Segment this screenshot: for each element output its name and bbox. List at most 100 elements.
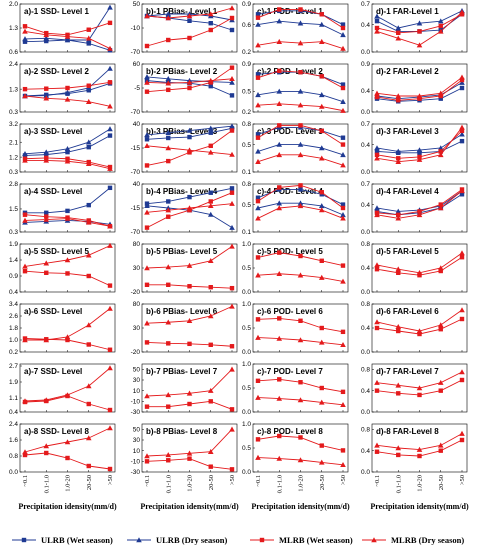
y-tick-label: 0.3	[9, 229, 18, 236]
data-point	[187, 134, 192, 140]
data-point	[318, 203, 325, 209]
y-tick-label: 0.4	[361, 142, 370, 149]
y-tick-label: -15	[131, 205, 141, 212]
data-point	[107, 185, 113, 191]
data-point	[165, 75, 172, 82]
data-point	[229, 344, 235, 349]
panel: a)-2 SSD- Level 2 0.3 1.3 2.4	[9, 61, 116, 116]
data-point	[65, 85, 70, 91]
data-point	[85, 98, 92, 104]
data-point	[438, 23, 443, 29]
data-point	[107, 65, 113, 71]
data-point	[416, 42, 423, 48]
data-point	[165, 80, 172, 86]
y-tick-label: 0.5	[242, 385, 251, 392]
data-point	[207, 313, 214, 319]
data-point	[107, 133, 113, 138]
data-point	[165, 15, 172, 21]
data-point	[255, 42, 261, 48]
data-point	[374, 319, 380, 325]
panel: b)-7 PBias- Level 7 -30 -10 10 30 50	[131, 363, 238, 416]
panel: c)-8 POD- Level 8 0.0 0.5 1.0 ~0.1 0.1-1.0 1.0…	[242, 421, 350, 511]
y-tick-label: -30	[131, 469, 141, 476]
data-point	[416, 328, 423, 334]
data-point	[22, 263, 28, 269]
data-point	[86, 83, 91, 88]
data-point	[229, 123, 235, 129]
y-tick-label: 0.5	[242, 89, 251, 96]
panel-title: d)-6 FAR-Level 6	[376, 307, 439, 316]
y-tick-label: 1.9	[9, 241, 18, 248]
data-point	[166, 158, 171, 164]
data-point	[318, 103, 325, 109]
panel-title: c)-7 POD- Level 7	[257, 367, 323, 376]
data-point	[22, 337, 28, 343]
data-point	[86, 463, 91, 469]
y-tick-label: 1.5	[9, 206, 18, 213]
data-point	[255, 334, 261, 340]
data-point	[374, 325, 380, 331]
data-point	[43, 157, 50, 163]
x-tick-label: ~0.1	[22, 475, 29, 487]
y-tick-label: 0.4	[361, 388, 370, 395]
data-point	[416, 156, 423, 162]
data-point	[437, 205, 444, 211]
data-point	[64, 215, 71, 221]
data-point	[297, 272, 304, 278]
data-point	[340, 205, 346, 211]
data-point	[64, 33, 71, 39]
data-point	[255, 272, 261, 278]
y-tick-label: 0.1	[242, 169, 251, 176]
data-point	[85, 219, 92, 225]
data-point	[374, 152, 380, 158]
y-tick-label: 1.0	[9, 337, 18, 344]
panel-title: c)-5 POD- Level 5	[257, 247, 323, 256]
y-tick-label: 1.0	[242, 421, 251, 428]
data-point	[395, 158, 402, 164]
data-point	[319, 325, 324, 331]
data-point	[43, 337, 50, 343]
data-point	[459, 128, 465, 134]
data-point	[395, 266, 402, 272]
panel-title: a)-3 SSD- Level	[24, 127, 82, 136]
y-tick-label: 1.0	[242, 361, 251, 368]
x-tick-label: 1.0-20	[187, 475, 194, 492]
data-point	[340, 448, 346, 453]
data-point	[277, 377, 282, 382]
data-point	[144, 340, 150, 345]
legend-item: ULRB (Wet season)	[12, 535, 113, 545]
y-tick-label: 0.7	[361, 1, 370, 8]
y-tick-label: 0.4	[9, 409, 18, 416]
data-point	[44, 38, 49, 44]
data-point	[144, 79, 150, 85]
y-tick-label: 0.4	[361, 325, 370, 332]
data-point	[459, 255, 465, 260]
data-point	[64, 257, 71, 263]
data-point	[276, 88, 283, 94]
data-point	[340, 342, 346, 348]
data-point	[459, 307, 465, 313]
data-point	[86, 401, 91, 407]
y-tick-label: 40	[133, 121, 141, 128]
data-point	[277, 123, 282, 128]
data-point	[229, 79, 235, 85]
panel-frame	[19, 3, 116, 53]
data-point	[107, 407, 113, 413]
data-point	[319, 12, 324, 17]
data-point	[64, 96, 71, 102]
data-point	[186, 79, 193, 85]
panel-title: d)-8 FAR-Level 8	[376, 427, 439, 436]
data-point	[229, 426, 235, 432]
data-point	[298, 253, 303, 259]
data-point	[438, 93, 443, 99]
data-point	[459, 77, 465, 83]
data-point	[186, 147, 193, 153]
y-tick-label: 0.2	[9, 349, 18, 356]
data-point	[298, 123, 303, 128]
data-point	[165, 264, 172, 270]
panel: b)-1 PBias- Level 1 -70 -10 50	[131, 1, 238, 56]
y-tick-label: 80	[133, 301, 141, 308]
data-point	[395, 445, 402, 451]
x-axis-label: Precipitation idensity(mm/d)	[370, 502, 469, 511]
panel-frame	[371, 303, 468, 353]
